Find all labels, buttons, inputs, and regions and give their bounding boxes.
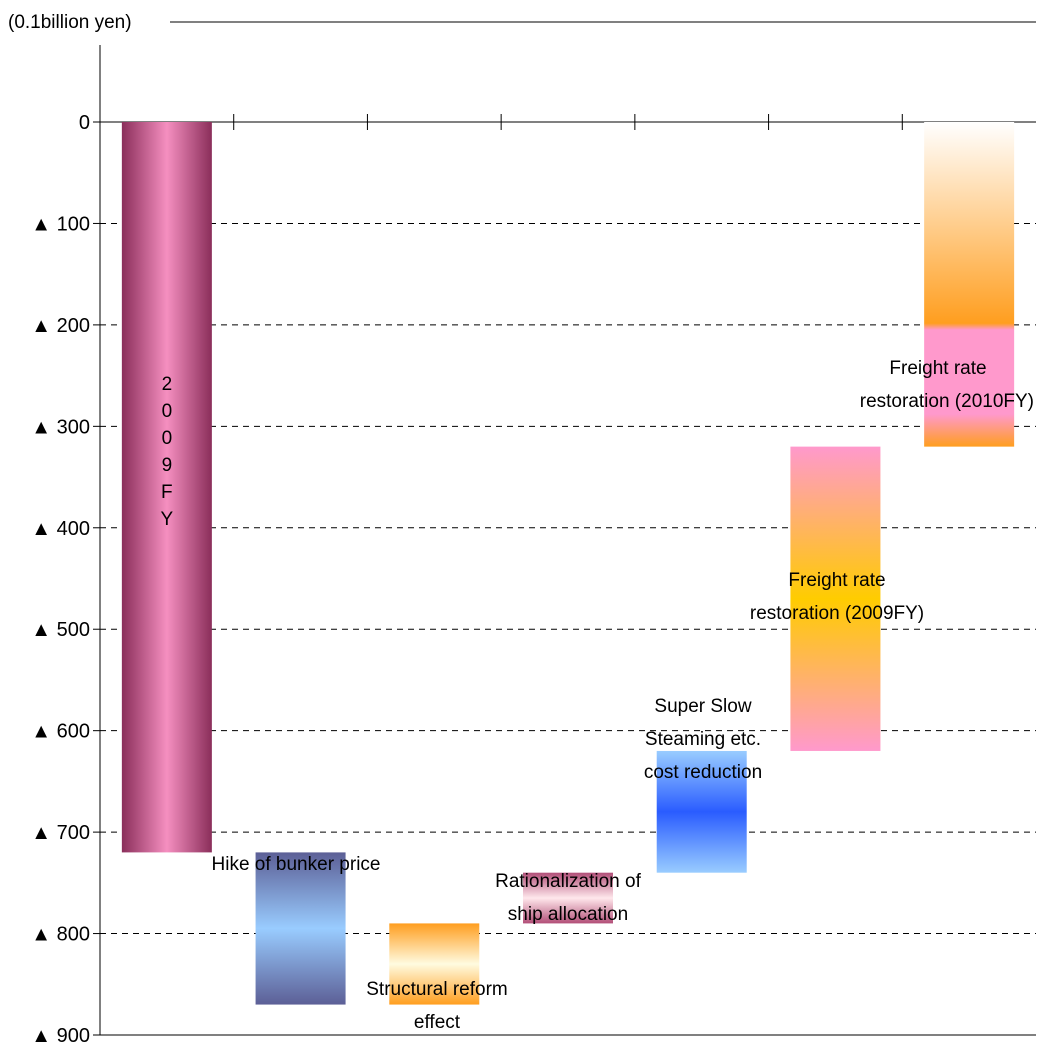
y-axis-unit-label: (0.1billion yen) xyxy=(8,12,132,33)
y-tick-label: ▲ 500 xyxy=(31,619,90,641)
bar-label: Freight rate xyxy=(889,358,986,379)
bar-label: restoration (2010FY) xyxy=(860,391,1034,412)
bar-label: restoration (2009FY) xyxy=(750,603,924,624)
bar-6 xyxy=(790,446,881,751)
y-tick-label: 0 xyxy=(79,112,90,134)
bar-label: Super Slow xyxy=(654,696,751,717)
bar-3 xyxy=(389,923,480,1005)
y-tick-label: ▲ 900 xyxy=(31,1025,90,1046)
y-tick-label: ▲ 400 xyxy=(31,518,90,540)
bar-label: cost reduction xyxy=(644,762,762,783)
bar-7 xyxy=(924,122,1015,447)
bar-label-char: 9 xyxy=(162,455,173,476)
bar-1 xyxy=(121,122,212,853)
bar-label: Structural reform xyxy=(366,979,507,1000)
bar-label: Steaming etc. xyxy=(645,729,761,750)
y-tick-label: ▲ 700 xyxy=(31,822,90,844)
bar-label-char: 2 xyxy=(162,374,173,395)
bar-label-char: 0 xyxy=(162,401,173,422)
bar-label: effect xyxy=(414,1012,461,1033)
y-tick-label: ▲ 200 xyxy=(31,315,90,337)
y-tick-label: ▲ 600 xyxy=(31,721,90,743)
bar-labels: 2 0 0 9 FY Hike of bunker price Structural ref… xyxy=(161,358,1034,1033)
bar-2 xyxy=(255,852,346,1005)
bar-label-char: F xyxy=(161,482,173,503)
y-tick-label: ▲ 800 xyxy=(31,924,90,946)
bar-label-char: Y xyxy=(161,509,174,530)
bar-label: ship allocation xyxy=(508,904,628,925)
gridlines xyxy=(100,222,1036,935)
bar-4 xyxy=(523,872,613,924)
y-tick-label: ▲ 100 xyxy=(31,213,90,235)
axes: 0 ▲ 100 ▲ 200 ▲ 300 ▲ 400 ▲ 500 ▲ 600 ▲ 700 ▲ 80… xyxy=(31,21,1036,1046)
bar-label: Rationalization of xyxy=(495,871,641,892)
bar-label: Freight rate xyxy=(788,570,885,591)
bar-label-char: 0 xyxy=(162,428,173,449)
bar-label: Hike of bunker price xyxy=(212,854,381,875)
y-tick-label: ▲ 300 xyxy=(31,416,90,438)
bar-5 xyxy=(656,750,747,873)
bars xyxy=(121,122,1015,1005)
